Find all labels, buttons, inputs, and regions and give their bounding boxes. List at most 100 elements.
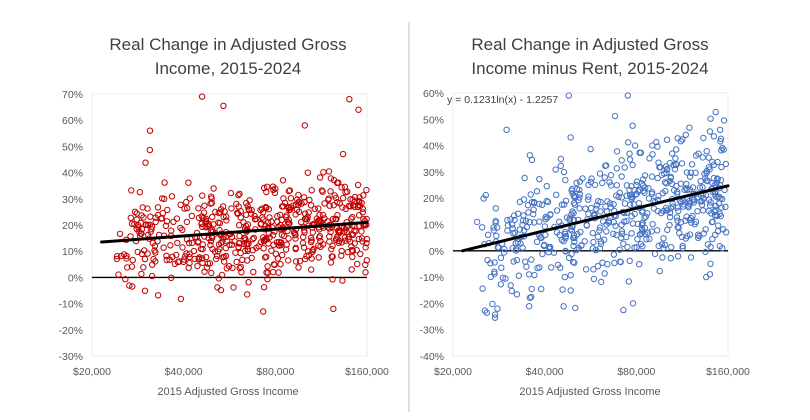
scatter-point (123, 252, 130, 260)
scatter-point (567, 287, 574, 294)
scatter-point (246, 206, 253, 214)
scatter-point (570, 192, 578, 199)
scatter-point (543, 183, 550, 190)
scatter-point (181, 205, 188, 212)
scatter-point (185, 179, 192, 186)
scatter-point (607, 204, 614, 211)
scatter-point (553, 229, 561, 236)
scatter-point (333, 215, 340, 223)
scatter-point (115, 271, 122, 278)
scatter-point (263, 204, 270, 212)
scatter-point (660, 235, 667, 242)
scatter-point (251, 216, 259, 223)
scatter-point (481, 307, 489, 314)
scatter-point (207, 241, 214, 249)
scatter-point (597, 238, 604, 245)
scatter-point (124, 264, 131, 271)
scatter-point (236, 264, 243, 272)
scatter-point (679, 136, 686, 143)
scatter-point (349, 196, 356, 204)
scatter-point (286, 187, 294, 194)
scatter-point (277, 241, 285, 249)
scatter-point (202, 254, 210, 261)
y-tick-label: 40% (62, 168, 83, 180)
scatter-point (185, 264, 192, 271)
scatter-point (663, 169, 670, 177)
scatter-point (351, 240, 358, 247)
scatter-point (183, 204, 191, 212)
trend-line (461, 184, 730, 253)
scatter-point (621, 164, 628, 171)
scatter-point (666, 177, 673, 185)
scatter-point (185, 239, 193, 247)
scatter-point (562, 197, 570, 205)
scatter-point (712, 212, 719, 219)
scatter-point (596, 245, 603, 252)
scatter-point (629, 161, 636, 169)
scatter-point (227, 189, 235, 197)
scatter-point (531, 271, 538, 279)
scatter-point (325, 168, 333, 175)
scatter-point (212, 255, 220, 263)
scatter-point (596, 170, 604, 177)
scatter-point (563, 214, 571, 221)
scatter-point (589, 245, 596, 252)
scatter-point (330, 202, 337, 209)
scatter-point (183, 250, 190, 257)
scatter-point (625, 278, 632, 285)
scatter-point (221, 253, 228, 260)
scatter-point (345, 236, 352, 243)
scatter-point (327, 259, 335, 266)
chart-right: Real Change in Adjusted Gross Income min… (419, 35, 750, 398)
scatter-point (699, 207, 707, 214)
y-tick-label: -40% (419, 351, 444, 363)
y-tick-label: -30% (58, 351, 83, 363)
scatter-point (362, 261, 369, 268)
scatter-point (703, 273, 710, 281)
scatter-point (194, 262, 201, 270)
scatter-point (651, 250, 659, 258)
scatter-point (141, 255, 149, 263)
scatter-point (338, 184, 345, 191)
scatter-point (671, 166, 679, 173)
scatter-point (329, 242, 336, 250)
scatter-point (722, 203, 729, 211)
scatter-point (648, 173, 656, 180)
scatter-point (259, 214, 266, 221)
scatter-point (668, 244, 675, 251)
scatter-point (629, 300, 637, 307)
scatter-point (637, 149, 645, 157)
scatter-point (596, 224, 604, 231)
chart-left-title-line-2: Income, 2015-2024 (155, 59, 302, 78)
scatter-point (719, 144, 726, 152)
scatter-point (706, 128, 714, 135)
scatter-point (613, 165, 620, 172)
scatter-point (694, 208, 701, 215)
y-tick-label: 70% (62, 89, 83, 101)
scatter-point (653, 138, 660, 146)
scatter-point (162, 222, 170, 230)
x-tick-label: $40,000 (165, 366, 203, 378)
scatter-point (582, 205, 589, 212)
scatter-point (663, 136, 671, 143)
scatter-point (557, 155, 564, 163)
scatter-point (697, 198, 704, 205)
scatter-point (613, 148, 621, 155)
scatter-point (326, 233, 333, 240)
scatter-point (711, 208, 718, 216)
scatter-point (199, 245, 206, 253)
scatter-point (140, 214, 147, 221)
scatter-point (510, 212, 518, 219)
scatter-point (522, 217, 530, 225)
chart-left: Real Change in Adjusted Gross Income, 20… (58, 35, 389, 398)
scatter-point (673, 161, 680, 169)
scatter-point (311, 205, 318, 213)
scatter-point (318, 187, 326, 194)
scatter-point (201, 202, 208, 209)
scatter-point (625, 139, 632, 146)
scatter-point (363, 186, 370, 194)
scatter-point (478, 224, 486, 231)
scatter-point (245, 279, 252, 286)
scatter-point (222, 244, 230, 252)
scatter-point (520, 227, 528, 234)
